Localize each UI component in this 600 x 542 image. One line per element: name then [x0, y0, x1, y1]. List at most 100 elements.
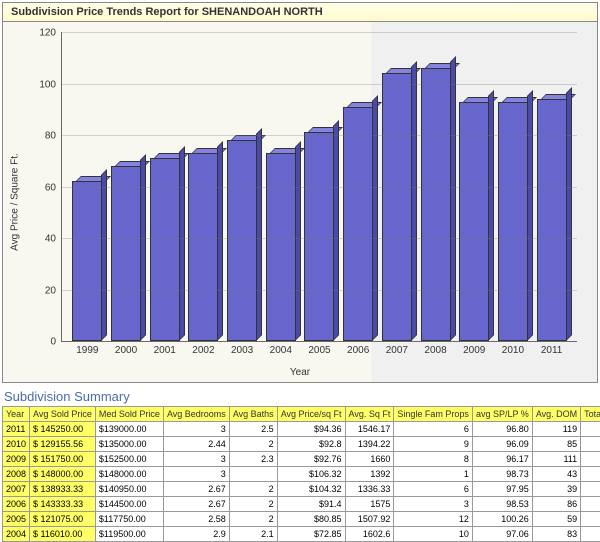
table-cell: [229, 467, 277, 482]
table-cell: 2.9: [163, 527, 229, 542]
y-tick-label: 0: [50, 337, 56, 348]
column-header: Single Fam Props: [394, 407, 473, 422]
table-cell: 3: [581, 497, 600, 512]
table-cell: 96.17: [472, 452, 532, 467]
y-tick-label: 120: [39, 28, 56, 39]
table-header-row: YearAvg Sold PriceMed Sold PriceAvg Bedr…: [3, 407, 600, 422]
bar-front: [459, 102, 489, 341]
table-cell: 2.58: [163, 512, 229, 527]
bar: [227, 140, 257, 341]
table-cell: 1: [581, 467, 600, 482]
bar: [421, 68, 451, 341]
table-cell: 2.67: [163, 482, 229, 497]
table-cell: $ 121075.00: [30, 512, 96, 527]
table-cell: 2.1: [229, 527, 277, 542]
x-tick-label: 2007: [386, 345, 408, 356]
table-cell: $148000.00: [95, 467, 163, 482]
table-cell: 6: [581, 482, 600, 497]
column-header: Avg Bedrooms: [163, 407, 229, 422]
bar: [188, 153, 218, 341]
table-row: 2005$ 121075.00$117750.002.582$80.851507…: [3, 512, 600, 527]
table-row: 2004$ 116010.00$119500.002.92.1$72.85160…: [3, 527, 600, 542]
table-cell: 98.73: [472, 467, 532, 482]
table-cell: 2010: [3, 437, 30, 452]
table-cell: 2008: [3, 467, 30, 482]
table-cell: 3: [163, 467, 229, 482]
table-cell: 2.5: [229, 422, 277, 437]
table-cell: $139000.00: [95, 422, 163, 437]
table-cell: 86: [532, 497, 580, 512]
table-cell: 2.67: [163, 497, 229, 512]
table-cell: 2009: [3, 452, 30, 467]
table-cell: 3: [163, 452, 229, 467]
price-trends-chart: Subdivision Price Trends Report for SHEN…: [2, 2, 598, 383]
x-tick-label: 2000: [115, 345, 137, 356]
table-cell: 1: [394, 467, 473, 482]
table-cell: 3: [394, 497, 473, 512]
column-header: Avg Baths: [229, 407, 277, 422]
table-cell: 97.95: [472, 482, 532, 497]
bar: [498, 102, 528, 341]
table-cell: 111: [532, 452, 580, 467]
table-cell: $119500.00: [95, 527, 163, 542]
table-cell: 85: [532, 437, 580, 452]
table-cell: $106.32: [277, 467, 345, 482]
x-tick-label: 2010: [502, 345, 524, 356]
table-body: 2011$ 145250.00$139000.0032.5$94.361546.…: [3, 422, 600, 542]
table-cell: $91.4: [277, 497, 345, 512]
x-tick-label: 2003: [231, 345, 253, 356]
table-cell: 2: [229, 437, 277, 452]
x-tick-label: 2005: [308, 345, 330, 356]
x-tick-label: 2004: [270, 345, 292, 356]
table-cell: 1336.33: [345, 482, 394, 497]
table-cell: 2011: [3, 422, 30, 437]
bar: [459, 102, 489, 341]
table-cell: 2: [229, 482, 277, 497]
table-cell: 12: [394, 512, 473, 527]
table-cell: 43: [532, 467, 580, 482]
y-tick-label: 80: [45, 131, 56, 142]
table-cell: 2007: [3, 482, 30, 497]
column-header: Avg Price/sq Ft: [277, 407, 345, 422]
y-tick-label: 40: [45, 234, 56, 245]
gridline: 80: [62, 135, 577, 136]
table-cell: 2: [229, 497, 277, 512]
table-cell: 2: [229, 512, 277, 527]
bar-front: [382, 73, 412, 341]
x-tick-label: 2008: [424, 345, 446, 356]
table-cell: $117750.00: [95, 512, 163, 527]
column-header: Avg Sold Price: [30, 407, 96, 422]
table-cell: 8: [394, 452, 473, 467]
table-row: 2006$ 143333.33$144500.002.672$91.415753…: [3, 497, 600, 512]
table-cell: $94.36: [277, 422, 345, 437]
table-cell: $ 143333.33: [30, 497, 96, 512]
column-header: Avg. Sq Ft: [345, 407, 394, 422]
table-cell: 96.80: [472, 422, 532, 437]
table-cell: 39: [532, 482, 580, 497]
bar: [304, 132, 334, 341]
bar-front: [188, 153, 218, 341]
chart-title: Subdivision Price Trends Report for SHEN…: [3, 3, 597, 22]
bar: [382, 73, 412, 341]
table-cell: 1394.22: [345, 437, 394, 452]
bar-front: [498, 102, 528, 341]
summary-title: Subdivision Summary: [0, 385, 600, 406]
table-cell: $ 151750.00: [30, 452, 96, 467]
column-header: Med Sold Price: [95, 407, 163, 422]
table-cell: 1546.17: [345, 422, 394, 437]
table-cell: 96.09: [472, 437, 532, 452]
bar-front: [343, 107, 373, 341]
table-cell: 12: [581, 512, 600, 527]
table-cell: 9: [581, 437, 600, 452]
column-header: Total # Listings: [581, 407, 600, 422]
y-tick-label: 60: [45, 182, 56, 193]
table-cell: $135000.00: [95, 437, 163, 452]
table-row: 2007$ 138933.33$140950.002.672$104.32133…: [3, 482, 600, 497]
x-tick-label: 2011: [541, 345, 563, 356]
bar-front: [304, 132, 334, 341]
bar: [72, 181, 102, 341]
table-cell: 98.53: [472, 497, 532, 512]
table-cell: $92.8: [277, 437, 345, 452]
bar-front: [72, 181, 102, 341]
table-cell: 1392: [345, 467, 394, 482]
